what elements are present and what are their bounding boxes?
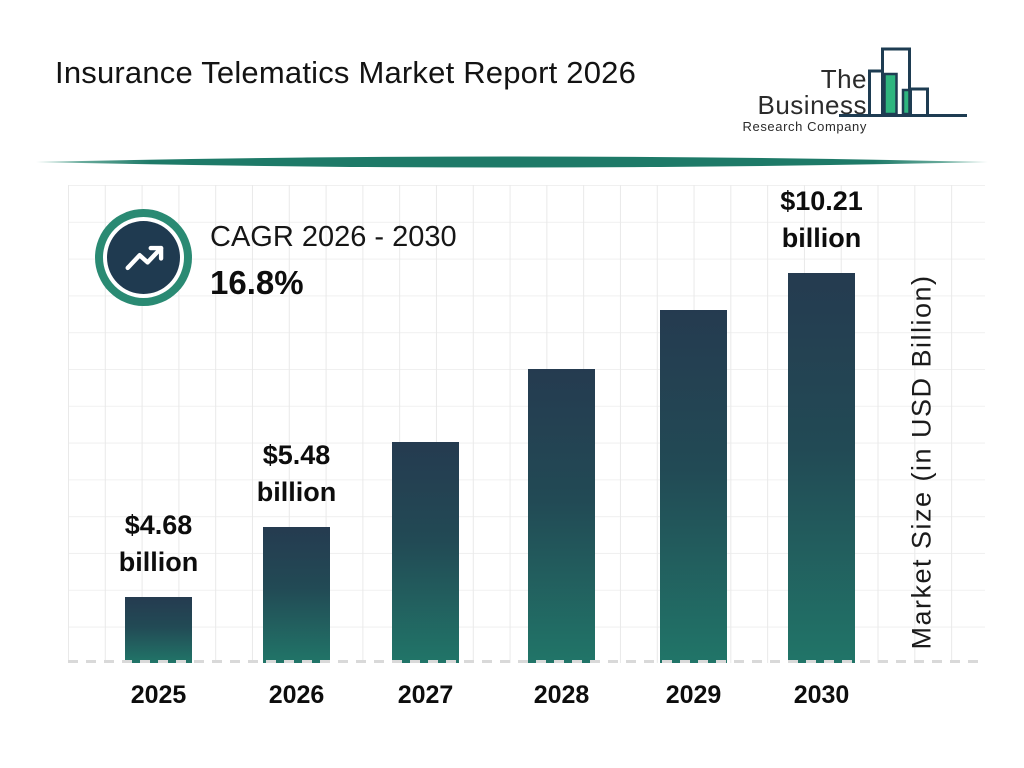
company-logo: The Business Research Company (727, 36, 967, 134)
x-tick-label-2027: 2027 (397, 681, 454, 709)
divider-line (36, 156, 988, 168)
value-label-2030: $10.21 billion (780, 186, 863, 253)
logo-bar-chart-icon (839, 47, 967, 117)
bar-2030 (788, 273, 855, 663)
value-label-2026: $5.48 billion (256, 440, 337, 507)
bar-2026 (263, 527, 330, 663)
x-tick-label-2030: 2030 (793, 681, 850, 709)
cagr-badge (95, 209, 192, 306)
x-tick-label-2028: 2028 (533, 681, 590, 709)
bar-2029 (660, 310, 727, 663)
bar-2027 (392, 442, 459, 663)
logo-text-line2: Research Company (742, 119, 867, 134)
x-tick-label-2029: 2029 (665, 681, 722, 709)
page-title: Insurance Telematics Market Report 2026 (55, 55, 637, 90)
trending-up-icon (107, 221, 180, 294)
chart-grid (68, 185, 985, 663)
logo-text-line1: The Business (757, 64, 867, 120)
cagr-label: CAGR 2026 - 2030 (210, 221, 457, 253)
x-axis-baseline (68, 660, 985, 663)
logo-text: The Business Research Company (727, 66, 867, 134)
x-tick-label-2025: 2025 (130, 681, 187, 709)
cagr-badge-ring (103, 217, 184, 298)
y-axis-label: Market Size (in USD Billion) (906, 274, 937, 650)
bar-2028 (528, 369, 595, 663)
value-label-2025: $4.68 billion (118, 510, 199, 577)
x-tick-label-2026: 2026 (268, 681, 325, 709)
bar-2025 (125, 597, 192, 663)
cagr-value: 16.8% (210, 264, 304, 301)
